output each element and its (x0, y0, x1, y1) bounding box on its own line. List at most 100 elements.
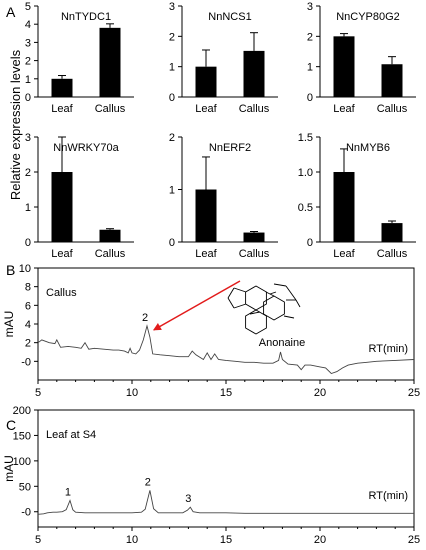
y-tick-label: 6 (25, 300, 31, 312)
x-axis-label: RT(min) (368, 343, 408, 355)
bar-chart-nnerf2: 0 1 2 NnERF2 Leaf Callus (169, 132, 278, 260)
chart-title: NnNCS1 (208, 11, 251, 23)
y-tick-label: 1.0 (298, 167, 313, 179)
bond (269, 291, 277, 295)
y-tick-label: 2 (169, 132, 175, 144)
y-tick-label: -0 (21, 507, 31, 519)
chromatogram-b: 5 10 15 20 25 -0 2 4 6 8 10 mAU RT(min) Callus 2 Anonai… (2, 263, 420, 399)
y-tick-label: 0 (25, 237, 31, 249)
category-label: Leaf (51, 248, 73, 260)
y-tick-label: 2 (307, 31, 313, 43)
x-tick-label: 10 (126, 534, 138, 546)
anonaine-structure (227, 283, 301, 335)
dioxole-bond (227, 297, 235, 309)
sample-label: Leaf at S4 (46, 429, 96, 441)
y-tick-label: 1 (307, 62, 313, 74)
y-tick-label: 100 (13, 456, 31, 468)
panel-label-c: C (6, 417, 16, 433)
shared-y-axis-label: Relative expression levels (8, 49, 23, 200)
y-tick-label: 3 (25, 37, 31, 49)
y-tick-label: 0 (169, 92, 175, 104)
chart-title: NnERF2 (209, 142, 251, 154)
bond (295, 299, 301, 308)
y-tick-label: 1 (25, 202, 31, 214)
bar-callus (381, 64, 403, 97)
bar-chart-nnwrky70a: 0 1 2 3 NnWRKY70a Leaf Callus (25, 132, 134, 260)
y-axis-label: mAU (2, 311, 16, 338)
peak-label: 1 (65, 487, 71, 499)
category-label: Callus (95, 103, 126, 115)
x-tick-label: 20 (314, 387, 326, 399)
bar-callus (243, 232, 265, 242)
y-tick-label: 1.5 (298, 132, 313, 144)
bar-leaf (51, 78, 73, 97)
category-label: Callus (239, 248, 270, 260)
y-tick-label: 4 (25, 19, 31, 31)
panel-label-b: B (6, 262, 15, 278)
panel-label-a: A (6, 4, 16, 20)
category-label: Leaf (333, 103, 355, 115)
category-label: Leaf (333, 248, 355, 260)
chart-title: NnCYP80G2 (336, 11, 400, 23)
y-tick-label: 4 (25, 319, 31, 331)
bar-chart-nncyp80g2: 0 1 2 3 NnCYP80G2 Leaf Callus (307, 1, 416, 115)
ring-b (263, 295, 285, 321)
y-tick-label: 3 (25, 132, 31, 144)
dioxole-bond (233, 303, 247, 309)
x-tick-label: 20 (314, 534, 326, 546)
category-label: Leaf (195, 248, 217, 260)
category-label: Callus (377, 248, 408, 260)
y-tick-label: 1 (169, 62, 175, 74)
dioxole-bond (233, 287, 247, 293)
y-tick-label: 8 (25, 282, 31, 294)
bar-callus (243, 50, 265, 97)
bar-chart-nnmyb6: 0 0.5 1.0 1.5 NnMYB6 Leaf Callus (298, 132, 416, 260)
peak-label: 3 (185, 493, 191, 505)
category-label: Leaf (195, 103, 217, 115)
x-tick-label: 10 (126, 387, 138, 399)
x-tick-label: 5 (35, 387, 41, 399)
bar-callus (99, 27, 121, 98)
y-tick-label: -0 (21, 356, 31, 368)
y-tick-label: 0 (307, 237, 313, 249)
bond (249, 311, 261, 315)
y-tick-label: 3 (307, 1, 313, 13)
y-tick-label: 2 (169, 31, 175, 43)
sample-label: Callus (46, 287, 77, 299)
category-label: Callus (377, 103, 408, 115)
y-tick-label: 2 (25, 338, 31, 350)
category-label: Callus (95, 248, 126, 260)
ring-d (245, 309, 267, 335)
y-tick-label: 3 (169, 1, 175, 13)
red-arrow (152, 280, 241, 331)
x-tick-label: 25 (408, 534, 420, 546)
y-tick-label: 150 (13, 430, 31, 442)
bar-leaf (333, 36, 355, 97)
bar-charts-group: 0 1 2 3 4 5 NnTYDC1 Leaf Callus 0 1 2 3 NnNCS1 Leaf Cal… (25, 1, 416, 260)
x-tick-label: 15 (220, 387, 232, 399)
chromatograms-group: 5 10 15 20 25-0246810mAURT(min)Callus2Anonai… (2, 263, 420, 546)
x-tick-label: 15 (220, 534, 232, 546)
y-tick-label: 0 (169, 237, 175, 249)
chart-title: NnTYDC1 (61, 11, 111, 23)
peak-label: 2 (142, 312, 148, 324)
bar-chart-nntydc1: 0 1 2 3 4 5 NnTYDC1 Leaf Callus (25, 1, 134, 115)
y-tick-label: 0 (307, 92, 313, 104)
bar-leaf (195, 66, 217, 97)
y-tick-label: 200 (13, 405, 31, 417)
y-tick-label: 0.5 (298, 202, 313, 214)
bond (283, 315, 295, 319)
y-tick-label: 50 (19, 481, 31, 493)
chromatogram-c: 5 10 15 20 25 -0 50 100 150 200 mAU RT(min) Leaf at … (2, 405, 420, 546)
y-tick-label: 2 (25, 56, 31, 68)
bar-callus (99, 229, 121, 242)
dioxole-bond (227, 287, 235, 299)
plot-frame (37, 409, 415, 528)
bar-chart-nnncs1: 0 1 2 3 NnNCS1 Leaf Callus (169, 1, 278, 115)
bar-leaf (51, 172, 73, 242)
chromatogram-trace (37, 324, 415, 375)
y-tick-label: 1 (25, 74, 31, 86)
y-tick-label: 1 (169, 185, 175, 197)
chromatogram-trace (37, 490, 414, 515)
